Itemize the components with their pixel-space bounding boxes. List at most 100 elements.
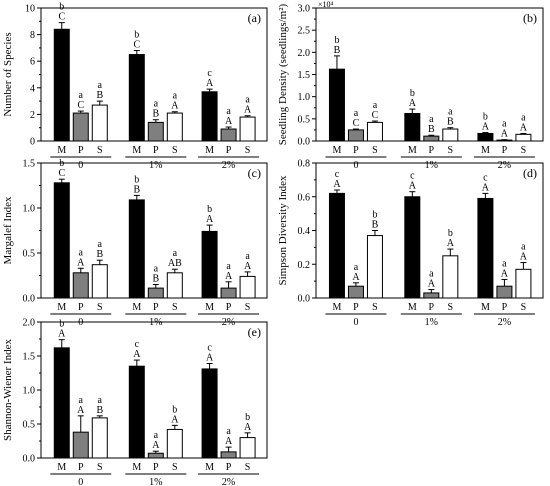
y-tick-label: 2 — [30, 110, 35, 121]
bar-P-0 — [72, 112, 89, 142]
significance-letter-lower: a — [173, 91, 178, 102]
significance-letter-upper: C — [133, 40, 140, 51]
significance-letter-upper: A — [244, 105, 252, 116]
significance-letter-lower: a — [154, 430, 159, 441]
category-label: P — [153, 302, 159, 313]
category-label: S — [521, 145, 527, 156]
y-tick-label: 0.2 — [298, 260, 311, 271]
category-label: S — [97, 302, 103, 313]
category-label: P — [226, 302, 232, 313]
group-label: 0 — [78, 160, 83, 171]
y-axis-label: Shannon-Wiener Index — [2, 339, 14, 441]
category-label: P — [502, 302, 508, 313]
significance-letter-upper: B — [447, 117, 454, 128]
significance-letter-upper: B — [152, 109, 159, 120]
bar-S-0 — [91, 104, 108, 142]
significance-letter-lower: a — [373, 100, 378, 111]
category-label: S — [172, 462, 178, 473]
category-label: S — [448, 145, 454, 156]
significance-letter-lower: a — [521, 112, 526, 123]
panel-label: (b) — [523, 11, 537, 25]
significance-letter-upper: A — [225, 116, 233, 127]
y-multiplier-label: ×10⁴ — [318, 0, 334, 9]
y-tick-label: 6 — [30, 57, 35, 68]
bar-P-0 — [72, 272, 89, 299]
category-label: P — [353, 302, 359, 313]
significance-letter-upper: B — [133, 184, 140, 195]
category-label: P — [353, 145, 359, 156]
category-label: M — [57, 462, 66, 473]
significance-letter-upper: B — [372, 220, 379, 231]
y-tick-label: 0.4 — [298, 226, 311, 237]
category-label: P — [226, 145, 232, 156]
significance-letter-upper: A — [352, 272, 360, 283]
significance-letter-lower: c — [410, 171, 415, 182]
y-tick-label: 1.5 — [298, 70, 311, 81]
significance-letter-upper: AB — [168, 258, 182, 269]
category-label: S — [372, 302, 378, 313]
significance-letter-upper: C — [58, 12, 65, 23]
category-label: M — [132, 145, 141, 156]
significance-letter-lower: b — [207, 204, 212, 215]
significance-letter-upper: A — [501, 129, 509, 140]
significance-letter-upper: A — [171, 101, 179, 112]
group-label: 0 — [353, 317, 358, 328]
panel-b: 0.0 0.5 1.0 1.5 2.0 2.5 3.0 Seedling Density (s… — [277, 0, 544, 171]
category-label: S — [245, 145, 251, 156]
significance-letter-upper: A — [428, 279, 436, 290]
significance-letter-lower: a — [98, 80, 103, 91]
bar-S-2% — [515, 133, 532, 142]
y-tick-label: 0.5 — [298, 114, 311, 125]
bar-S-1% — [166, 428, 183, 459]
category-label: S — [448, 302, 454, 313]
significance-letter-upper: B — [96, 90, 103, 101]
category-label: S — [245, 302, 251, 313]
bar-M-1% — [128, 54, 145, 142]
y-tick-label: 1.0 — [23, 204, 36, 215]
y-tick-label: 1.5 — [23, 159, 36, 170]
bar-S-2% — [239, 275, 256, 299]
category-label: P — [226, 462, 232, 473]
y-tick-label: 0.5 — [23, 420, 36, 431]
significance-letter-lower: a — [448, 107, 453, 118]
panel-label: (a) — [248, 11, 261, 25]
significance-letter-lower: b — [483, 112, 488, 123]
category-label: M — [408, 145, 417, 156]
significance-letter-upper: A — [152, 440, 160, 451]
bar-M-2% — [477, 197, 494, 299]
significance-letter-lower: c — [335, 169, 340, 180]
significance-letter-upper: A — [171, 414, 179, 425]
significance-letter-upper: A — [409, 181, 417, 192]
significance-letter-lower: c — [483, 172, 488, 183]
y-tick-label: 0 — [30, 137, 35, 148]
significance-letter-upper: A — [225, 271, 233, 282]
significance-letter-lower: a — [521, 242, 526, 253]
significance-letter-upper: A — [206, 352, 214, 363]
significance-letter-upper: C — [58, 168, 65, 179]
significance-letter-lower: a — [154, 264, 159, 275]
y-tick-label: 0.5 — [23, 249, 36, 260]
bar-P-1% — [147, 287, 164, 299]
significance-letter-lower: b — [245, 412, 250, 423]
category-label: P — [78, 302, 84, 313]
bar-P-1% — [423, 135, 440, 142]
significance-letter-upper: C — [77, 100, 84, 111]
category-label: M — [481, 302, 490, 313]
significance-letter-lower: b — [134, 174, 139, 185]
bar-M-1% — [128, 365, 145, 459]
category-label: M — [408, 302, 417, 313]
bar-M-0 — [328, 68, 345, 142]
panel-label: (d) — [523, 166, 537, 180]
bar-P-1% — [423, 292, 440, 299]
significance-letter-lower: a — [79, 247, 84, 258]
y-tick-label: 4 — [30, 83, 35, 94]
significance-letter-upper: B — [96, 405, 103, 416]
y-axis-label: Seedling Density (seedlings/m²) — [277, 3, 289, 145]
bar-M-2% — [201, 230, 218, 299]
significance-letter-lower: b — [172, 404, 177, 415]
y-axis-label: Margalef Index — [2, 196, 14, 264]
significance-letter-upper: A — [77, 257, 85, 268]
significance-letter-lower: a — [154, 99, 159, 110]
